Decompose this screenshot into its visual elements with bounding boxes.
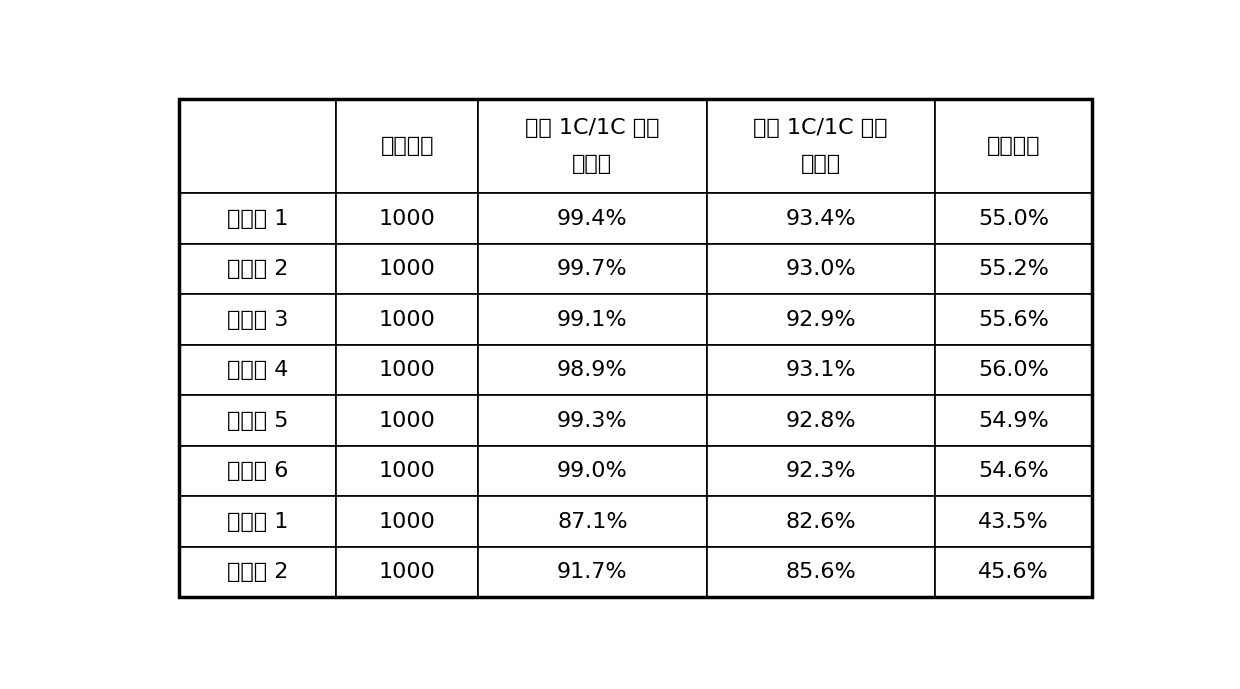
Bar [935, 99, 1092, 194]
Text: 54.6%: 54.6% [978, 461, 1049, 481]
Text: 1000: 1000 [379, 511, 435, 531]
Text: 实施例 2: 实施例 2 [227, 259, 289, 279]
Bar [479, 496, 707, 547]
Bar [336, 395, 479, 446]
Text: 45.6%: 45.6% [978, 562, 1049, 582]
Text: 93.0%: 93.0% [785, 259, 856, 279]
Text: 低温性能: 低温性能 [987, 136, 1040, 156]
Bar [336, 496, 479, 547]
Text: 循环次数: 循环次数 [381, 136, 434, 156]
Text: 99.0%: 99.0% [557, 461, 627, 481]
Text: 93.1%: 93.1% [785, 360, 856, 380]
Bar [179, 496, 336, 547]
Bar [179, 194, 336, 244]
Bar [179, 395, 336, 446]
Bar [707, 194, 935, 244]
Text: 92.3%: 92.3% [785, 461, 856, 481]
Text: 82.6%: 82.6% [785, 511, 856, 531]
Text: 实施例 1: 实施例 1 [227, 209, 289, 229]
Text: 55.6%: 55.6% [978, 309, 1049, 329]
Bar [336, 547, 479, 597]
Text: 实施例 3: 实施例 3 [227, 309, 289, 329]
Bar [935, 194, 1092, 244]
Text: 92.9%: 92.9% [785, 309, 856, 329]
Bar [935, 294, 1092, 344]
Text: 高温 1C/1C 容量
保持率: 高温 1C/1C 容量 保持率 [754, 118, 888, 174]
Text: 54.9%: 54.9% [978, 411, 1049, 431]
Bar [935, 547, 1092, 597]
Bar [336, 194, 479, 244]
Bar [707, 446, 935, 496]
Text: 实施例 5: 实施例 5 [227, 411, 289, 431]
Text: 43.5%: 43.5% [978, 511, 1049, 531]
Text: 1000: 1000 [379, 209, 435, 229]
Bar [179, 446, 336, 496]
Text: 99.3%: 99.3% [557, 411, 627, 431]
Bar [707, 344, 935, 395]
Bar [336, 344, 479, 395]
Bar [479, 99, 707, 194]
Text: 55.0%: 55.0% [978, 209, 1049, 229]
Text: 1000: 1000 [379, 309, 435, 329]
Bar [935, 344, 1092, 395]
Bar [935, 244, 1092, 294]
Text: 92.8%: 92.8% [785, 411, 856, 431]
Text: 1000: 1000 [379, 259, 435, 279]
Text: 对比例 2: 对比例 2 [227, 562, 289, 582]
Text: 85.6%: 85.6% [785, 562, 856, 582]
Bar [179, 344, 336, 395]
Bar [479, 194, 707, 244]
Text: 1000: 1000 [379, 411, 435, 431]
Bar [707, 547, 935, 597]
Text: 1000: 1000 [379, 562, 435, 582]
Bar [707, 244, 935, 294]
Bar [479, 244, 707, 294]
Text: 91.7%: 91.7% [557, 562, 627, 582]
Text: 99.7%: 99.7% [557, 259, 627, 279]
Text: 99.4%: 99.4% [557, 209, 627, 229]
Bar [479, 395, 707, 446]
Text: 93.4%: 93.4% [785, 209, 856, 229]
Bar [336, 244, 479, 294]
Bar [336, 99, 479, 194]
Text: 1000: 1000 [379, 360, 435, 380]
Bar [479, 547, 707, 597]
Text: 99.1%: 99.1% [557, 309, 627, 329]
Text: 对比例 1: 对比例 1 [227, 511, 289, 531]
Bar [707, 496, 935, 547]
Bar [935, 496, 1092, 547]
Text: 实施例 4: 实施例 4 [227, 360, 289, 380]
Bar [935, 446, 1092, 496]
Bar [935, 395, 1092, 446]
Bar [707, 99, 935, 194]
Bar [479, 446, 707, 496]
Bar [479, 344, 707, 395]
Bar [707, 395, 935, 446]
Bar [707, 294, 935, 344]
Bar [179, 244, 336, 294]
Bar [179, 547, 336, 597]
Text: 常温 1C/1C 容量
保持率: 常温 1C/1C 容量 保持率 [525, 118, 660, 174]
Text: 87.1%: 87.1% [557, 511, 627, 531]
Bar [336, 446, 479, 496]
Text: 98.9%: 98.9% [557, 360, 627, 380]
Bar [179, 99, 336, 194]
Text: 55.2%: 55.2% [978, 259, 1049, 279]
Bar [336, 294, 479, 344]
Text: 实施例 6: 实施例 6 [227, 461, 289, 481]
Bar [479, 294, 707, 344]
Text: 1000: 1000 [379, 461, 435, 481]
Bar [179, 294, 336, 344]
Text: 56.0%: 56.0% [978, 360, 1049, 380]
